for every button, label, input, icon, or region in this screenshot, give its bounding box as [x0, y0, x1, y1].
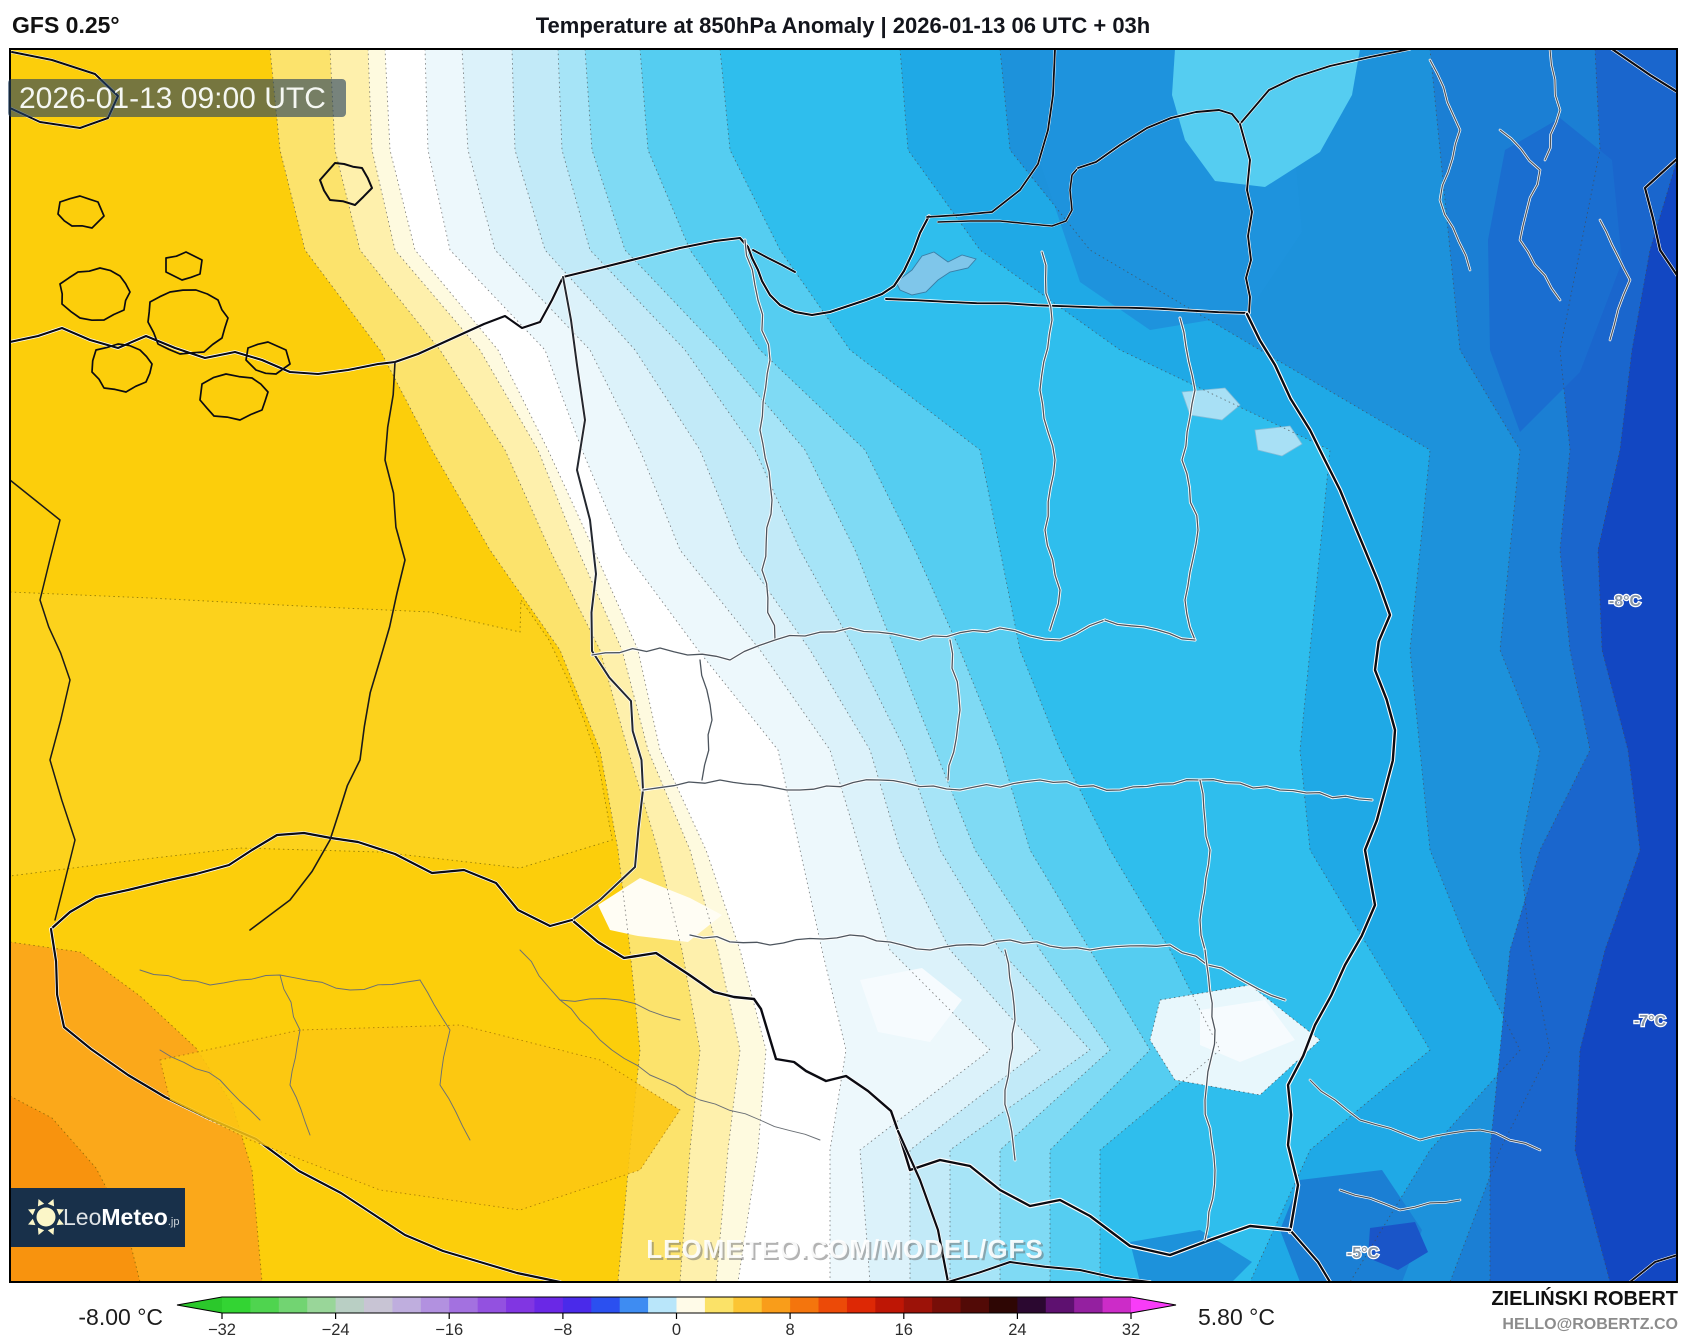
svg-text:ZIELIŃSKI ROBERT: ZIELIŃSKI ROBERT: [1491, 1287, 1678, 1310]
svg-text:LeoMeteo.jp: LeoMeteo.jp: [63, 1204, 179, 1230]
svg-text:16: 16: [895, 1321, 913, 1338]
svg-text:-8.00 °C: -8.00 °C: [78, 1304, 163, 1330]
svg-text:-5°C: -5°C: [1347, 1245, 1380, 1262]
svg-text:8: 8: [786, 1321, 795, 1338]
svg-text:2026-01-13 09:00 UTC: 2026-01-13 09:00 UTC: [19, 82, 326, 115]
svg-text:Temperature at 850hPa Anomaly: Temperature at 850hPa Anomaly | 2026-01-…: [536, 13, 1151, 38]
svg-text:GFS 0.25°: GFS 0.25°: [12, 12, 120, 38]
svg-text:HELLO@ROBERTZ.CO: HELLO@ROBERTZ.CO: [1502, 1316, 1678, 1333]
svg-text:32: 32: [1122, 1321, 1140, 1338]
svg-text:−16: −16: [435, 1321, 463, 1338]
svg-text:−24: −24: [322, 1321, 350, 1338]
svg-text:-7°C: -7°C: [1634, 1013, 1667, 1030]
svg-text:-8°C: -8°C: [1609, 593, 1642, 610]
svg-text:0: 0: [672, 1321, 681, 1338]
svg-text:−8: −8: [553, 1321, 572, 1338]
svg-text:LEOMETEO.COM/MODEL/GFS: LEOMETEO.COM/MODEL/GFS: [648, 1236, 1046, 1266]
svg-text:LEOMETEO.COM/MODEL/GFS: LEOMETEO.COM/MODEL/GFS: [646, 1234, 1044, 1264]
svg-text:−32: −32: [208, 1321, 236, 1338]
svg-text:24: 24: [1008, 1321, 1026, 1338]
svg-text:5.80 °C: 5.80 °C: [1198, 1304, 1275, 1330]
